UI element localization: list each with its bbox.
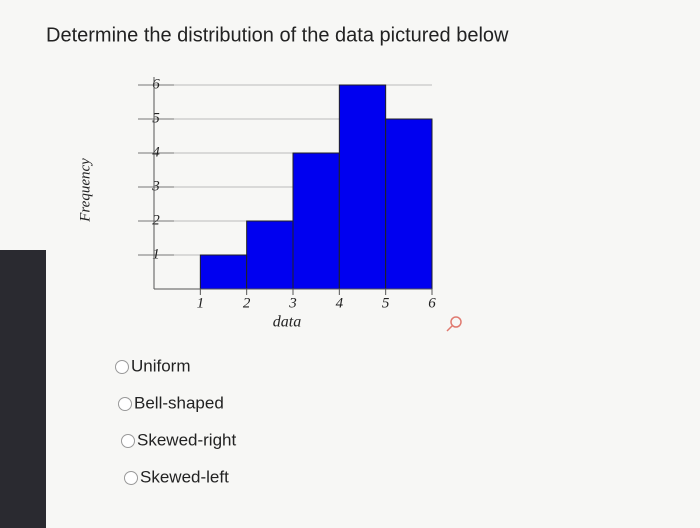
search-icon[interactable] xyxy=(446,316,462,332)
radio-button[interactable] xyxy=(124,471,138,485)
option-label[interactable]: Bell-shaped xyxy=(134,393,224,412)
radio-button[interactable] xyxy=(121,434,135,448)
x-axis-label: data xyxy=(273,314,301,331)
bar xyxy=(338,84,387,290)
radio-button[interactable] xyxy=(118,397,132,411)
bar xyxy=(199,254,248,290)
option-label[interactable]: Uniform xyxy=(131,356,191,375)
x-tick-label: 1 xyxy=(197,295,205,311)
y-tick-label: 5 xyxy=(152,110,160,126)
y-tick-label: 2 xyxy=(152,212,160,228)
y-axis-label: Frequency xyxy=(77,158,93,223)
x-tick-label: 5 xyxy=(382,295,390,311)
y-tick-label: 6 xyxy=(152,76,160,92)
y-tick-label: 3 xyxy=(151,178,160,194)
y-tick-label: 4 xyxy=(152,144,160,160)
x-tick-label: 4 xyxy=(336,295,344,311)
bar xyxy=(385,118,433,290)
y-tick-label: 1 xyxy=(152,246,160,262)
question: Determine the distribution of the data p… xyxy=(46,24,509,46)
option-label[interactable]: Skewed-right xyxy=(137,430,236,449)
radio-button[interactable] xyxy=(115,360,129,374)
screen-edge xyxy=(0,250,46,528)
option-label[interactable]: Skewed-left xyxy=(140,467,229,486)
bar xyxy=(246,220,294,290)
x-tick-label: 6 xyxy=(428,295,436,311)
bar xyxy=(292,152,340,290)
x-tick-label: 2 xyxy=(243,295,251,311)
x-tick-label: 3 xyxy=(288,295,297,311)
